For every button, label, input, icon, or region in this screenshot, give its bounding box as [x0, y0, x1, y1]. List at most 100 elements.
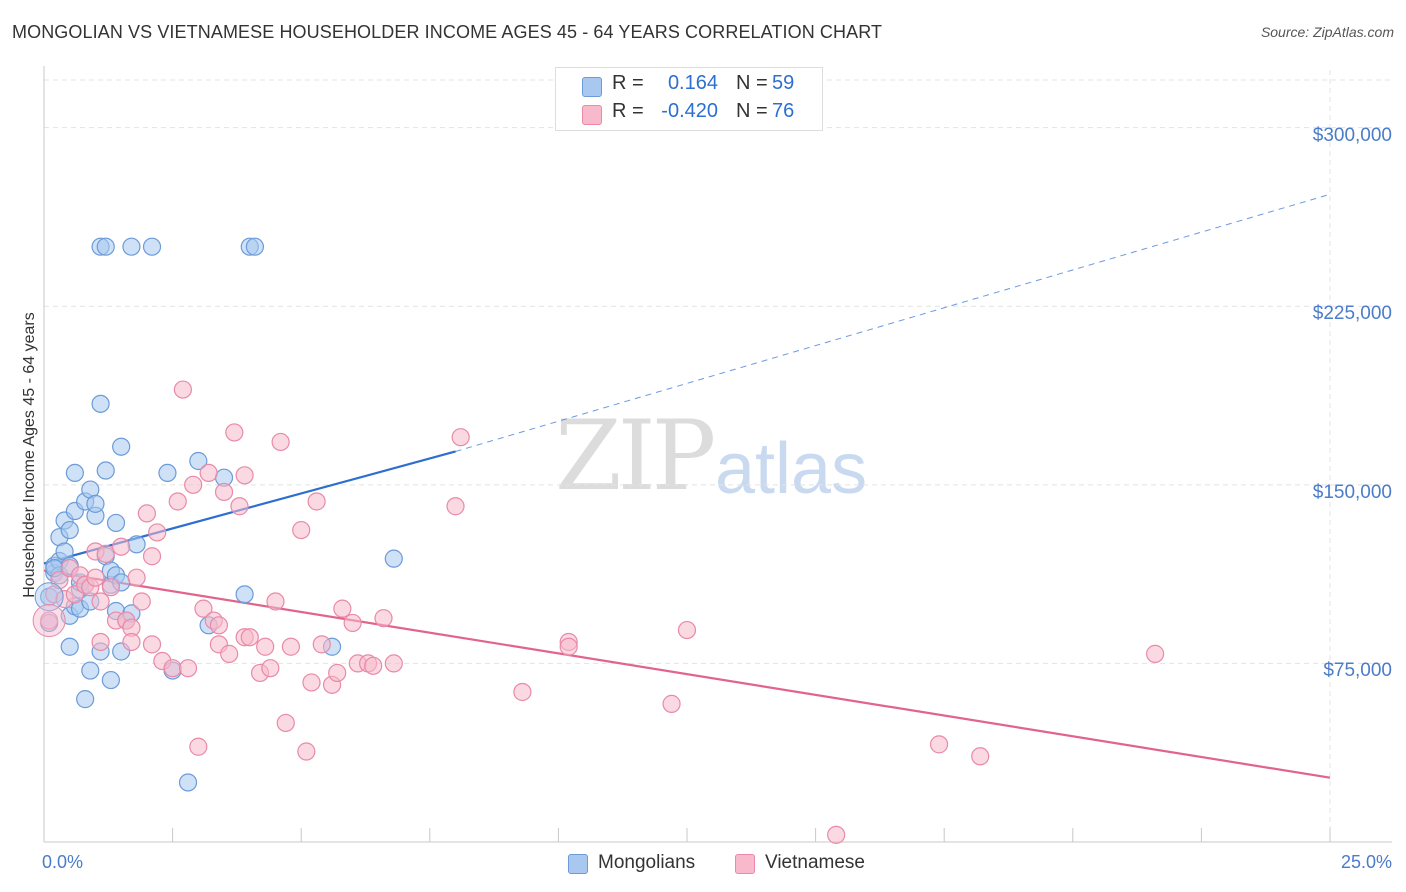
vietnamese-point: [276, 713, 295, 733]
vietnamese-point: [230, 497, 249, 516]
mongolian-point: [86, 494, 105, 513]
vietnamese-point: [374, 609, 393, 628]
mongolian-point: [96, 237, 115, 256]
mongolian-point: [60, 637, 79, 656]
vietnamese-point: [101, 578, 120, 597]
bottom-legend-label-vietnamese: Vietnamese: [765, 852, 865, 873]
x-tick-label-max: 25.0%: [1340, 852, 1392, 872]
y-tick-label: $225,000: [1312, 303, 1392, 325]
vietnamese-point: [292, 520, 311, 540]
y-tick-label: $75,000: [1323, 660, 1392, 682]
mongolian-trend-extrapolated: [455, 193, 1331, 452]
mongolian-point: [235, 585, 254, 604]
mongolian-point: [101, 670, 120, 690]
correlation-legend: R = 0.164 N = 59 R = -0.420 N = 76: [555, 67, 823, 131]
mongolian-point: [81, 661, 100, 680]
vietnamese-point: [384, 654, 403, 673]
vietnamese-point: [256, 637, 275, 656]
vietnamese-trend-line: [43, 569, 1331, 779]
watermark-atlas: atlas: [715, 429, 868, 509]
data-points: [32, 237, 1165, 844]
mongolian-point: [384, 549, 403, 568]
mongolian-point: [60, 520, 79, 540]
vietnamese-point: [96, 544, 115, 563]
legend-row-vietnamese: R = -0.420 N = 76: [556, 100, 822, 128]
bottom-legend-label-mongolians: Mongolians: [598, 852, 696, 873]
vietnamese-point: [235, 466, 254, 485]
bottom-legend-swatch-vietnamese: [735, 854, 755, 874]
vietnamese-point: [513, 682, 532, 702]
vietnamese-point: [364, 656, 383, 675]
source-label: Source: ZipAtlas.com: [1260, 24, 1394, 40]
vietnamese-point: [271, 432, 290, 452]
mongolian-point: [245, 237, 265, 256]
mongolian-point-cluster: [34, 582, 64, 612]
vietnamese-point: [194, 599, 213, 618]
legend-swatch-vietnamese: [582, 105, 602, 125]
legend-r-label: R =: [612, 100, 644, 122]
vietnamese-point: [328, 663, 347, 683]
vietnamese-point: [929, 735, 949, 754]
legend-row-mongolians: R = 0.164 N = 59: [556, 72, 822, 100]
vietnamese-point: [91, 592, 110, 611]
mongolian-point: [106, 513, 126, 533]
vietnamese-point: [312, 635, 331, 654]
chart-title: MONGOLIAN VS VIETNAMESE HOUSEHOLDER INCO…: [12, 22, 883, 42]
vietnamese-point: [209, 616, 228, 635]
vietnamese-point: [127, 568, 146, 587]
vietnamese-point: [451, 428, 470, 447]
y-tick-label: $150,000: [1312, 481, 1392, 503]
vietnamese-point: [168, 492, 187, 511]
mongolian-point: [178, 773, 198, 792]
vietnamese-point: [662, 694, 681, 713]
mongolian-point: [142, 237, 162, 256]
vietnamese-point-cluster: [32, 604, 66, 638]
vietnamese-point: [307, 492, 326, 511]
vietnamese-point: [178, 659, 198, 678]
vietnamese-point: [333, 599, 352, 618]
vietnamese-point: [220, 644, 239, 663]
mongolian-point: [112, 437, 131, 456]
vietnamese-point: [297, 742, 316, 761]
vietnamese-point: [137, 504, 156, 523]
axes: [43, 66, 1392, 843]
mongolian-point: [65, 463, 84, 483]
vietnamese-point: [343, 613, 362, 633]
trend-lines: [43, 193, 1331, 779]
vietnamese-point: [214, 482, 234, 502]
vietnamese-point: [142, 547, 162, 566]
mongolian-point: [122, 237, 141, 256]
vietnamese-point: [86, 568, 105, 587]
vietnamese-point: [302, 673, 321, 692]
y-tick-label: $300,000: [1312, 124, 1392, 146]
vietnamese-point: [266, 592, 285, 611]
mongolian-point: [158, 463, 177, 483]
vietnamese-point: [142, 635, 162, 654]
legend-r-value: -0.420: [661, 100, 718, 122]
vietnamese-point: [446, 497, 465, 516]
vietnamese-point: [225, 423, 244, 442]
vietnamese-point: [91, 632, 110, 652]
x-tick-label-min: 0.0%: [42, 852, 84, 872]
vietnamese-point: [281, 637, 301, 656]
vietnamese-point: [173, 380, 192, 399]
legend-n-value: 76: [772, 100, 795, 122]
vietnamese-point: [1146, 644, 1165, 663]
mongolian-point: [76, 690, 95, 709]
watermark-zip: ZIP: [555, 400, 716, 512]
legend-n-label: N =: [736, 72, 768, 94]
vietnamese-point: [971, 747, 990, 766]
legend-swatch-mongolians: [582, 77, 602, 97]
legend-r-label: R =: [612, 72, 644, 94]
vietnamese-point: [827, 825, 846, 844]
legend-n-value: 59: [772, 72, 795, 94]
mongolian-point: [127, 535, 146, 554]
vietnamese-point: [40, 611, 59, 630]
legend-n-label: N =: [736, 100, 768, 122]
vietnamese-point: [559, 637, 578, 656]
vietnamese-point: [240, 628, 259, 647]
mongolian-point: [91, 394, 110, 413]
vietnamese-point: [261, 659, 280, 678]
bottom-legend-swatch-mongolians: [568, 854, 588, 874]
